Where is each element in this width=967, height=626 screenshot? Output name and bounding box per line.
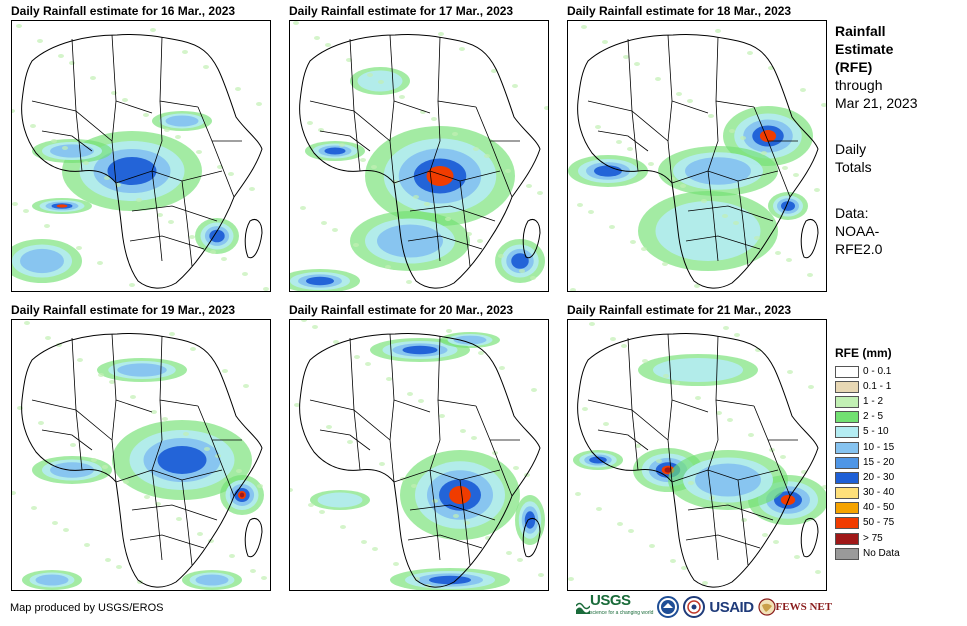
legend-label: 5 - 10 <box>863 426 889 438</box>
map-panel-4: Daily Rainfall estimate for 19 Mar., 202… <box>11 303 273 591</box>
legend-label: 20 - 30 <box>863 471 895 483</box>
legend-swatch <box>835 426 859 439</box>
africa-map-svg <box>568 25 826 291</box>
legend-label: 40 - 50 <box>863 502 895 514</box>
map-panel-5: Daily Rainfall estimate for 20 Mar., 202… <box>289 303 551 591</box>
product-title: Rainfall Estimate (RFE) <box>835 23 894 75</box>
legend-item: No Data <box>835 546 960 561</box>
legend-swatch <box>835 395 859 408</box>
africa-map-svg <box>568 322 826 588</box>
legend-label: > 75 <box>863 532 883 544</box>
legend-item: 0 - 0.1 <box>835 364 960 379</box>
legend-swatch <box>835 441 859 454</box>
legend-title: RFE (mm) <box>835 346 892 360</box>
panel-title: Daily Rainfall estimate for 19 Mar., 202… <box>11 303 236 317</box>
legend-label: 30 - 40 <box>863 487 895 499</box>
usgs-wave-icon <box>576 602 590 614</box>
rainfall-map <box>289 319 549 591</box>
partner-logos: USGS science for a changing world USAID … <box>576 593 832 620</box>
panel-title: Daily Rainfall estimate for 17 Mar., 202… <box>289 4 514 18</box>
legend-item: 15 - 20 <box>835 455 960 470</box>
map-panel-2: Daily Rainfall estimate for 17 Mar., 202… <box>289 4 551 292</box>
legend-label: 1 - 2 <box>863 395 884 407</box>
noaa-seal-icon <box>657 596 680 618</box>
africa-map-svg <box>12 24 269 291</box>
map-panel-3: Daily Rainfall estimate for 18 Mar., 202… <box>567 4 829 292</box>
africa-map-svg <box>290 320 545 590</box>
panel-title: Daily Rainfall estimate for 16 Mar., 202… <box>11 4 236 18</box>
through-date: through Mar 21, 2023 <box>835 77 918 111</box>
legend-item: 40 - 50 <box>835 501 960 516</box>
legend-swatch <box>835 456 859 469</box>
panel-title: Daily Rainfall estimate for 20 Mar., 202… <box>289 303 514 317</box>
rfe-legend: RFE (mm) 0 - 0.1 0.1 - 1 1 - 2 2 - 5 5 - 10 1… <box>835 346 960 561</box>
map-panel-6: Daily Rainfall estimate for 21 Mar., 202… <box>567 303 829 591</box>
legend-item: 1 - 2 <box>835 394 960 409</box>
fews-globe-icon <box>757 598 776 616</box>
rainfall-map <box>11 319 271 591</box>
map-credit: Map produced by USGS/EROS <box>10 602 164 614</box>
legend-label: 0 - 0.1 <box>863 365 892 377</box>
usgs-logo: USGS science for a changing world <box>576 593 653 619</box>
legend-swatch <box>835 547 859 560</box>
legend-item: 5 - 10 <box>835 425 960 440</box>
legend-item: > 75 <box>835 531 960 546</box>
legend-swatch <box>835 502 859 515</box>
africa-map-svg <box>12 321 267 590</box>
legend-item: 50 - 75 <box>835 516 960 531</box>
totals-label: Daily Totals <box>835 141 872 175</box>
legend-swatch <box>835 365 859 378</box>
legend-label: 10 - 15 <box>863 441 895 453</box>
legend-item: 20 - 30 <box>835 470 960 485</box>
legend-swatch <box>835 471 859 484</box>
legend-swatch <box>835 517 859 530</box>
legend-item: 2 - 5 <box>835 410 960 425</box>
rainfall-map <box>567 20 827 292</box>
legend-item: 30 - 40 <box>835 486 960 501</box>
legend-swatch <box>835 532 859 545</box>
rainfall-map <box>289 20 549 292</box>
usaid-seal-icon <box>683 596 706 618</box>
panel-title: Daily Rainfall estimate for 21 Mar., 202… <box>567 303 792 317</box>
map-info-sidebar: Rainfall Estimate (RFE) through Mar 21, … <box>835 22 960 258</box>
map-panel-1: Daily Rainfall estimate for 16 Mar., 202… <box>11 4 273 292</box>
fews-net-logo: FEWS NET <box>757 598 832 616</box>
legend-swatch <box>835 487 859 500</box>
legend-items: 0 - 0.1 0.1 - 1 1 - 2 2 - 5 5 - 10 10 - 15 15 … <box>835 364 960 561</box>
legend-label: 15 - 20 <box>863 456 895 468</box>
usaid-logo: USAID <box>709 598 754 616</box>
legend-label: 50 - 75 <box>863 517 895 529</box>
legend-item: 0.1 - 1 <box>835 379 960 394</box>
legend-label: 0.1 - 1 <box>863 380 892 392</box>
legend-label: 2 - 5 <box>863 411 884 423</box>
rainfall-map <box>11 20 271 292</box>
legend-swatch <box>835 380 859 393</box>
africa-map-svg <box>290 21 548 291</box>
data-source: Data: NOAA- RFE2.0 <box>835 205 883 257</box>
legend-item: 10 - 15 <box>835 440 960 455</box>
rainfall-map <box>567 319 827 591</box>
legend-label: No Data <box>863 547 900 559</box>
legend-swatch <box>835 411 859 424</box>
panel-title: Daily Rainfall estimate for 18 Mar., 202… <box>567 4 792 18</box>
